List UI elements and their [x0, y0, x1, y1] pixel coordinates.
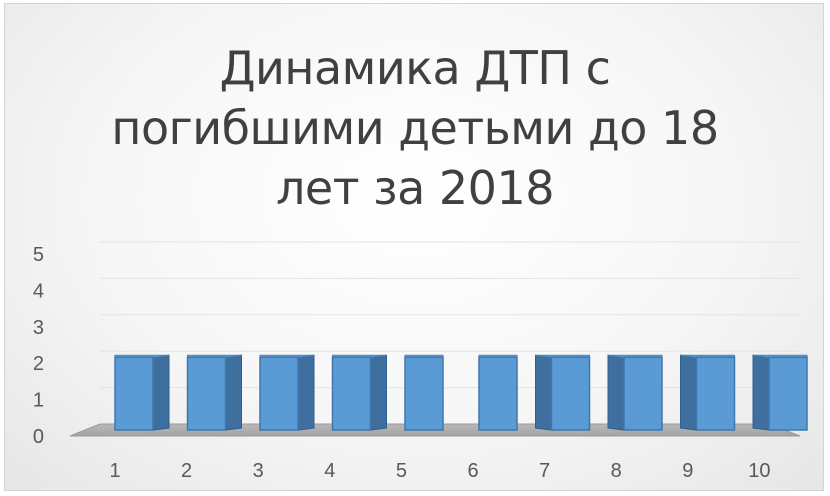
bar-side-7 [535, 354, 552, 431]
bar-front-5 [404, 356, 444, 431]
y-tick-label-4: 4 [33, 280, 44, 302]
bar-5 [404, 354, 444, 431]
bar-8 [607, 354, 663, 431]
bar-side-9 [680, 354, 697, 431]
chart-title: Динамика ДТП с погибшими детьми до 18 ле… [0, 38, 830, 218]
x-tick-label-2: 2 [181, 460, 192, 482]
bar-10 [752, 354, 808, 431]
bar-2 [186, 354, 242, 431]
bar-front-9 [695, 356, 736, 431]
bar-6 [478, 354, 518, 431]
x-tick-label-7: 7 [539, 460, 550, 482]
x-tick-label-4: 4 [324, 460, 335, 482]
bar-front-6 [478, 356, 518, 431]
y-tick-label-2: 2 [33, 353, 44, 375]
x-tick-label-10: 10 [748, 460, 770, 482]
x-tick-label-9: 9 [682, 460, 693, 482]
bar-front-10 [768, 356, 808, 431]
x-axis: 1 2 3 4 5 6 7 8 9 10 [109, 460, 770, 482]
x-tick-label-1: 1 [109, 460, 120, 482]
y-tick-label-3: 3 [33, 317, 44, 339]
y-tick-label-1: 1 [33, 390, 44, 412]
chart-title-line-1: Динамика ДТП с [219, 41, 611, 95]
x-tick-label-6: 6 [467, 460, 478, 482]
bar-4 [331, 354, 387, 431]
bar-front-8 [623, 356, 663, 431]
y-axis: 0 1 2 3 4 5 [33, 244, 44, 448]
bar-side-2 [225, 354, 242, 431]
bar-series [114, 354, 808, 431]
bar-front-1 [114, 356, 154, 431]
bar-1 [114, 354, 170, 431]
y-tick-label-0: 0 [33, 426, 44, 448]
bar-side-4 [370, 354, 387, 431]
bar-front-3 [259, 356, 299, 431]
bar-side-10 [752, 354, 770, 431]
bar-side-1 [152, 354, 170, 431]
chart-title-line-3: лет за 2018 [276, 161, 554, 215]
x-tick-label-8: 8 [611, 460, 622, 482]
bar-3 [259, 354, 315, 431]
bar-side-8 [607, 354, 625, 431]
y-tick-label-5: 5 [33, 244, 44, 266]
chart-title-line-2: погибшими детьми до 18 [111, 101, 719, 155]
bar-9 [680, 354, 736, 431]
bar-front-4 [331, 356, 372, 431]
x-tick-label-3: 3 [253, 460, 264, 482]
bar-front-2 [186, 356, 227, 431]
x-tick-label-5: 5 [396, 460, 407, 482]
bar-front-7 [550, 356, 591, 431]
bar-7 [535, 354, 591, 431]
bar-side-3 [297, 354, 315, 431]
